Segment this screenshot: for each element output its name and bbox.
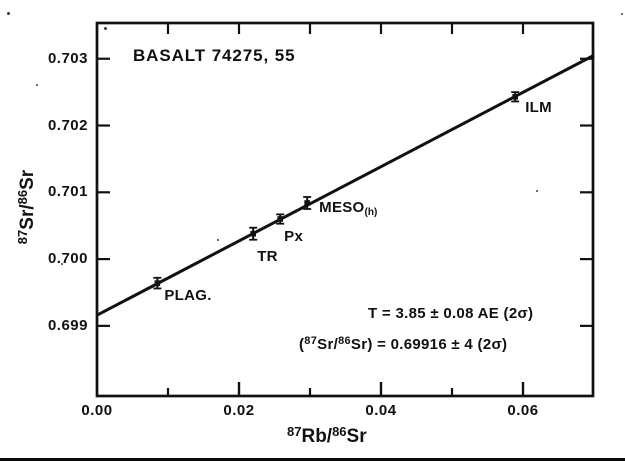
x-tick-label: 0.04 bbox=[365, 402, 397, 419]
scan-speck bbox=[61, 263, 63, 265]
point-label: MESO(h) bbox=[319, 198, 378, 218]
annotation-initial-ratio: (87Sr/86Sr) = 0.69916 ± 4 (2σ) bbox=[299, 335, 508, 353]
scan-speck bbox=[217, 239, 219, 241]
y-tick-label: 0.699 bbox=[47, 316, 88, 334]
point-label-subscript: (h) bbox=[364, 206, 378, 218]
y-axis-label-slash: / bbox=[17, 204, 38, 210]
data-point-marker bbox=[512, 94, 518, 100]
y-tick-label: 0.701 bbox=[47, 183, 88, 201]
y-axis-label-element: Sr bbox=[17, 209, 38, 230]
point-label: PLAG. bbox=[164, 287, 212, 305]
axis-frame bbox=[95, 21, 595, 398]
scan-speck bbox=[7, 12, 10, 15]
annotation-superscript: 87 bbox=[304, 335, 318, 347]
data-point-marker bbox=[250, 230, 256, 237]
scan-speck bbox=[36, 84, 38, 86]
scan-speck bbox=[621, 13, 623, 15]
point-label: TR bbox=[257, 247, 278, 265]
x-axis-label-superscript: 86 bbox=[332, 424, 347, 439]
scan-speck bbox=[104, 27, 107, 30]
annotation-open-paren: ( bbox=[299, 336, 305, 353]
y-tick-label: 0.703 bbox=[47, 49, 88, 67]
point-label: ILM bbox=[525, 98, 552, 116]
y-tick-label: 0.702 bbox=[47, 116, 88, 134]
point-label: Px bbox=[284, 228, 304, 246]
data-point-marker bbox=[154, 280, 161, 286]
data-point-marker bbox=[277, 216, 283, 222]
x-tick-label: 0.06 bbox=[507, 402, 539, 419]
scan-speck bbox=[536, 190, 538, 192]
x-axis-label-superscript: 87 bbox=[287, 424, 302, 439]
y-axis-label-superscript: 86 bbox=[15, 189, 30, 205]
x-tick-label: 0.02 bbox=[223, 402, 255, 419]
annotation-age: T = 3.85 ± 0.08 AE (2σ) bbox=[368, 305, 534, 322]
annotation-text: Sr/ bbox=[317, 336, 339, 353]
x-tick-label: 0.00 bbox=[81, 402, 113, 419]
annotation-superscript: 86 bbox=[338, 335, 351, 347]
isochron-line bbox=[96, 53, 595, 317]
annotation-text: Sr) = 0.69916 ± 4 (2σ) bbox=[350, 336, 508, 353]
chart-title: BASALT 74275, 55 bbox=[133, 46, 296, 65]
x-axis-label-slash: / bbox=[326, 426, 333, 447]
y-axis-label-superscript: 87 bbox=[15, 229, 30, 245]
x-axis-label-element: Rb bbox=[301, 426, 327, 447]
x-axis-label-element: Sr bbox=[346, 426, 367, 447]
x-axis-label: 87Rb/86Sr bbox=[287, 424, 367, 448]
image-bottom-border bbox=[0, 458, 625, 461]
y-tick-label: 0.700 bbox=[47, 250, 88, 268]
data-point-marker bbox=[304, 200, 310, 206]
